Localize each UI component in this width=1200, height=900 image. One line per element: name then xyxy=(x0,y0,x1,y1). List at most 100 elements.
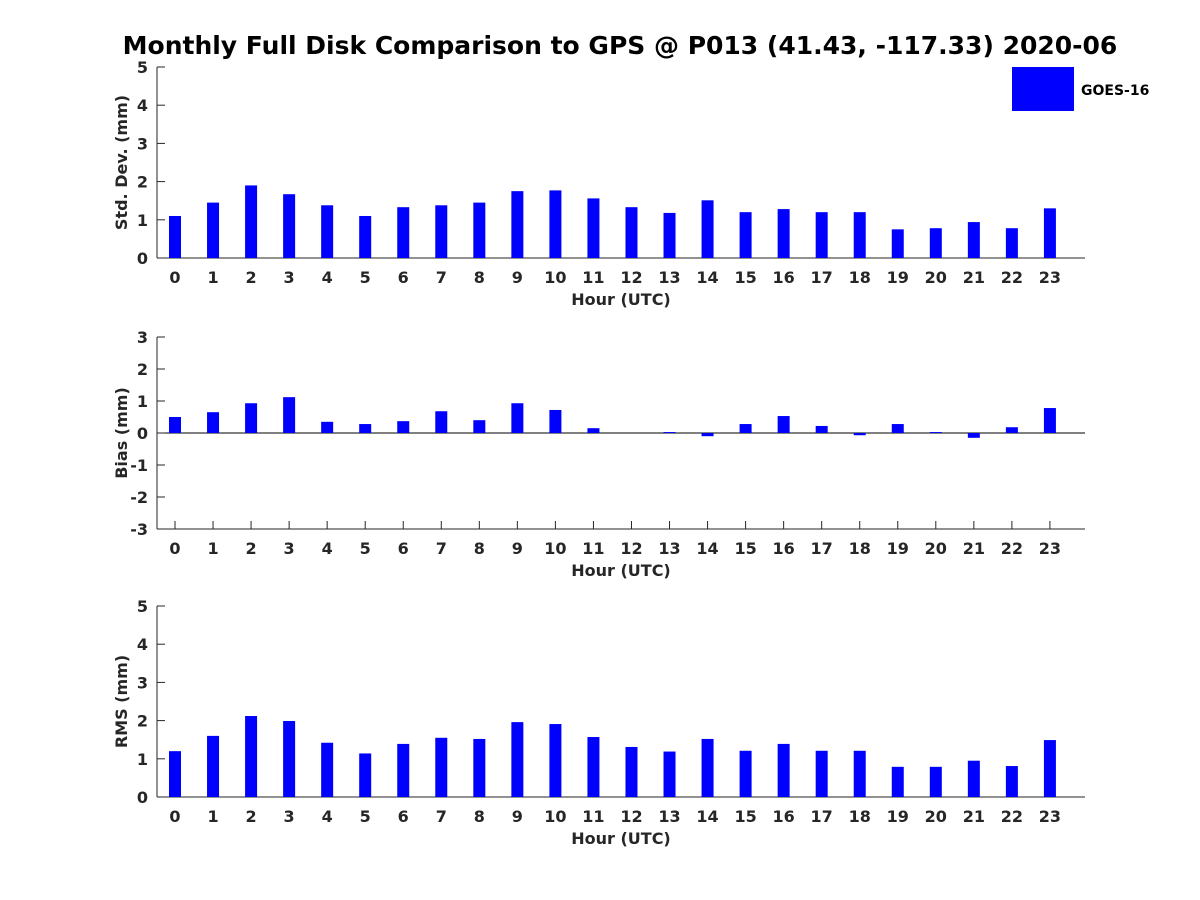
bar-hour-7 xyxy=(435,411,448,433)
bar-hour-14 xyxy=(701,200,714,258)
bar-hour-13 xyxy=(663,432,676,433)
y-tick-label: -1 xyxy=(130,456,148,475)
bar-hour-6 xyxy=(397,207,410,258)
x-tick-label: 14 xyxy=(696,807,718,826)
y-axis-label: Std. Dev. (mm) xyxy=(112,95,131,230)
bar-hour-19 xyxy=(891,424,904,433)
x-tick-label: 9 xyxy=(512,807,523,826)
x-tick-label: 18 xyxy=(849,807,871,826)
x-tick-label: 6 xyxy=(398,268,409,287)
x-tick-label: 2 xyxy=(246,807,257,826)
legend: GOES-16 xyxy=(1012,67,1149,111)
bar-hour-20 xyxy=(929,432,942,433)
x-tick-label: 17 xyxy=(811,268,833,287)
bar-hour-15 xyxy=(739,212,752,258)
bar-hour-9 xyxy=(511,722,524,797)
bar-hour-10 xyxy=(549,724,562,797)
bar-hour-15 xyxy=(739,424,752,433)
chart-title: Monthly Full Disk Comparison to GPS @ P0… xyxy=(123,31,1118,60)
x-tick-label: 3 xyxy=(284,539,295,558)
bar-hour-7 xyxy=(435,205,448,258)
y-tick-label: 5 xyxy=(137,597,148,616)
x-tick-label: 15 xyxy=(734,807,756,826)
bar-hour-4 xyxy=(321,742,334,797)
x-tick-label: 21 xyxy=(963,539,985,558)
x-tick-label: 1 xyxy=(207,539,218,558)
x-tick-label: 7 xyxy=(436,807,447,826)
x-tick-label: 19 xyxy=(887,539,909,558)
bar-hour-3 xyxy=(283,397,296,433)
x-tick-label: 11 xyxy=(582,539,604,558)
bar-hour-20 xyxy=(929,228,942,258)
x-tick-label: 21 xyxy=(963,807,985,826)
bar-hour-2 xyxy=(245,403,258,433)
x-tick-label: 13 xyxy=(658,807,680,826)
x-tick-label: 1 xyxy=(207,807,218,826)
bar-hour-8 xyxy=(473,738,486,797)
bar-hour-5 xyxy=(359,215,372,258)
x-tick-label: 7 xyxy=(436,539,447,558)
x-tick-label: 0 xyxy=(169,807,180,826)
y-tick-label: 3 xyxy=(137,134,148,153)
bar-hour-7 xyxy=(435,737,448,797)
y-axis-label: Bias (mm) xyxy=(112,387,131,479)
x-tick-label: 5 xyxy=(360,539,371,558)
x-tick-label: 4 xyxy=(322,268,333,287)
x-tick-label: 18 xyxy=(849,268,871,287)
y-tick-label: 1 xyxy=(137,211,148,230)
x-tick-label: 11 xyxy=(582,268,604,287)
bar-hour-0 xyxy=(169,417,181,433)
x-tick-label: 8 xyxy=(474,539,485,558)
y-tick-label: 3 xyxy=(137,328,148,347)
x-axis-label: Hour (UTC) xyxy=(571,561,671,580)
bar-hour-17 xyxy=(815,750,828,797)
bar-hour-0 xyxy=(169,215,181,258)
bar-hour-23 xyxy=(1043,408,1056,433)
bar-hour-21 xyxy=(967,433,980,438)
x-tick-label: 5 xyxy=(360,268,371,287)
bar-hour-12 xyxy=(625,746,638,797)
x-tick-label: 21 xyxy=(963,268,985,287)
x-axis-label: Hour (UTC) xyxy=(571,829,671,848)
bar-hour-19 xyxy=(891,229,904,258)
bar-hour-13 xyxy=(663,212,676,258)
bar-hour-6 xyxy=(397,743,410,797)
y-tick-label: 2 xyxy=(137,360,148,379)
x-tick-label: 19 xyxy=(887,268,909,287)
y-tick-label: 0 xyxy=(137,424,148,443)
x-tick-label: 12 xyxy=(620,807,642,826)
y-tick-label: 3 xyxy=(137,673,148,692)
x-axis-label: Hour (UTC) xyxy=(571,290,671,309)
x-tick-label: 8 xyxy=(474,807,485,826)
x-tick-label: 22 xyxy=(1001,268,1023,287)
x-tick-label: 4 xyxy=(322,807,333,826)
x-tick-label: 6 xyxy=(398,539,409,558)
x-tick-label: 5 xyxy=(360,807,371,826)
x-tick-label: 1 xyxy=(207,268,218,287)
y-tick-label: -2 xyxy=(130,488,148,507)
bar-hour-8 xyxy=(473,420,486,433)
x-tick-label: 23 xyxy=(1039,807,1061,826)
bar-hour-18 xyxy=(853,212,866,258)
x-tick-label: 22 xyxy=(1001,807,1023,826)
x-tick-label: 3 xyxy=(284,268,295,287)
bar-hour-22 xyxy=(1005,766,1018,797)
x-tick-label: 15 xyxy=(734,539,756,558)
y-tick-label: 4 xyxy=(137,635,148,654)
bar-hour-3 xyxy=(283,720,296,797)
bar-hour-18 xyxy=(853,750,866,797)
x-tick-label: 9 xyxy=(512,539,523,558)
x-tick-label: 23 xyxy=(1039,268,1061,287)
bar-hour-21 xyxy=(967,222,980,258)
bar-hour-11 xyxy=(587,198,600,258)
x-tick-label: 8 xyxy=(474,268,485,287)
bar-hour-22 xyxy=(1005,427,1018,433)
y-tick-label: 5 xyxy=(137,58,148,77)
bar-hour-14 xyxy=(701,738,714,797)
y-axis-label: RMS (mm) xyxy=(112,655,131,748)
bar-hour-17 xyxy=(815,425,828,433)
x-tick-label: 16 xyxy=(773,539,795,558)
